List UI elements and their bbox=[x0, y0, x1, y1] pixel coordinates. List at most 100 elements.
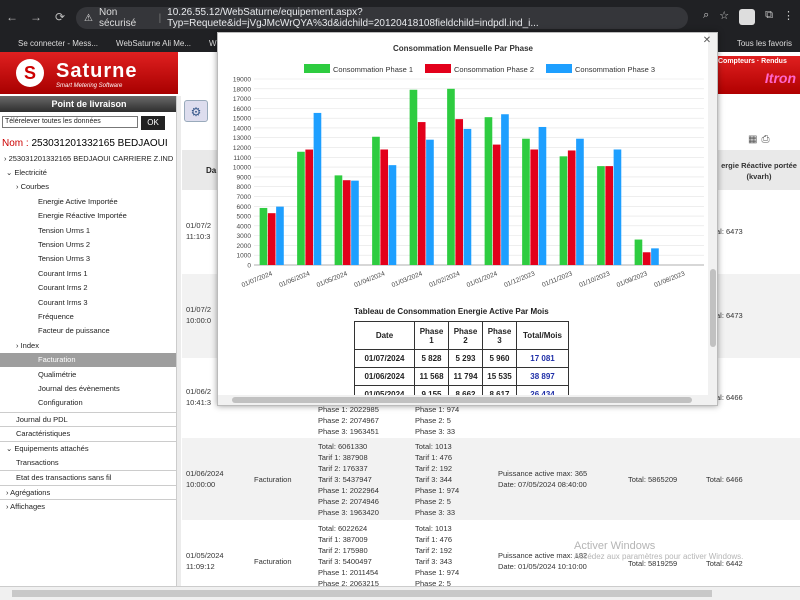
tree-item-tension-2[interactable]: Tension Urms 2 bbox=[38, 240, 91, 249]
th-phase1: Phase 1 bbox=[414, 321, 449, 350]
all-bookmarks[interactable]: Tous les favoris bbox=[736, 38, 792, 48]
col-date: Da bbox=[206, 166, 217, 175]
row-date: 01/05/2024 bbox=[186, 551, 224, 560]
tree-item-courant-3[interactable]: Courant Irms 3 bbox=[38, 298, 88, 307]
tree-item-facteur[interactable]: Facteur de puissance bbox=[38, 326, 110, 335]
tree-item-qualimetrie[interactable]: Qualimétrie bbox=[38, 370, 77, 379]
bar bbox=[372, 136, 380, 265]
row-total-active: Total: 5865209 bbox=[628, 475, 678, 484]
row-value: Phase 2: 2063215 bbox=[318, 579, 379, 586]
x-tick-label: 01/05/2024 bbox=[316, 270, 349, 289]
tree-item-electricite[interactable]: ⌄ Electricité bbox=[6, 168, 47, 177]
table-row: 01/06/2024 11 568 11 794 15 535 38 897 bbox=[354, 367, 569, 386]
scroll-thumb[interactable] bbox=[12, 590, 712, 597]
row-phase: Phase 1: 2022985 bbox=[318, 405, 379, 414]
row-phase: Phase 2: 5 bbox=[415, 416, 451, 425]
row-type: Facturation bbox=[254, 475, 292, 484]
row-phase: Phase 2: 2074967 bbox=[318, 416, 379, 425]
zoom-icon[interactable]: ⌕ bbox=[703, 9, 710, 21]
star-icon[interactable]: ☆ bbox=[719, 10, 730, 22]
forward-icon[interactable]: → bbox=[30, 10, 42, 24]
row-value: Tarif 3: 5400497 bbox=[318, 557, 372, 566]
row-value: Phase 1: 2022964 bbox=[318, 486, 379, 495]
back-icon[interactable]: ← bbox=[6, 10, 18, 24]
header-strip: Compteurs · Rendus Itron bbox=[716, 56, 800, 94]
tree-item-affichages[interactable]: › Affichages bbox=[0, 499, 178, 513]
row-value: Total: 6061330 bbox=[318, 442, 368, 451]
row-value: Phase 3: 1963420 bbox=[318, 508, 379, 517]
modal-vertical-scrollbar[interactable] bbox=[708, 33, 717, 405]
x-tick-label: 01/09/2023 bbox=[616, 270, 649, 289]
tree-item-caracteristiques[interactable]: Caractéristiques bbox=[0, 426, 178, 440]
y-tick-label: 0 bbox=[247, 263, 251, 270]
tree-item-facturation[interactable]: Facturation bbox=[0, 353, 178, 367]
row-type: Facturation bbox=[254, 557, 292, 566]
row-value: Tarif 1: 387009 bbox=[318, 535, 368, 544]
windows-watermark: Activer Windows Accédez aux paramètres p… bbox=[574, 540, 743, 561]
y-tick-label: 16000 bbox=[233, 106, 251, 113]
row-reactive: Total: 6473 bbox=[706, 227, 743, 236]
row-value: Tarif 3: 5437947 bbox=[318, 475, 372, 484]
tree-item-courant-2[interactable]: Courant Irms 2 bbox=[38, 283, 88, 292]
col-reactive: ergie Réactive portée (kvarh) bbox=[721, 161, 797, 181]
bookmark-item[interactable]: W bbox=[209, 38, 217, 48]
ok-button[interactable]: OK bbox=[141, 116, 165, 130]
tree-item-pdl[interactable]: › 253031201332165 BEDJAOUI CARRIERE Z.IN… bbox=[4, 154, 174, 163]
address-bar[interactable]: ⚠ Non sécurisé | 10.26.55.12/WebSaturne/… bbox=[76, 7, 688, 29]
bar bbox=[388, 165, 397, 265]
row-time: 11:10:3 bbox=[186, 232, 211, 241]
horizontal-scrollbar[interactable] bbox=[0, 586, 800, 600]
row-date: 01/07/2 bbox=[186, 305, 212, 314]
tree-item-courant-1[interactable]: Courant Irms 1 bbox=[38, 269, 88, 278]
chart-title: Consommation Mensuelle Par Phase bbox=[393, 44, 534, 53]
modal-horizontal-scrollbar[interactable] bbox=[218, 395, 708, 405]
tree-item-courbes[interactable]: › Courbes bbox=[16, 182, 49, 191]
reload-icon[interactable]: ⟳ bbox=[54, 10, 66, 24]
tree-item-tension-1[interactable]: Tension Urms 1 bbox=[38, 226, 91, 235]
bookmark-item[interactable]: Se connecter - Mess... bbox=[18, 38, 99, 48]
row-date: 01/07/2 bbox=[186, 221, 212, 230]
calculator-icon[interactable]: ▦ bbox=[748, 134, 758, 145]
table-row[interactable]: 01/05/2024 11:09:12 Facturation Total: 6… bbox=[182, 520, 800, 586]
y-tick-label: 6000 bbox=[237, 204, 252, 211]
y-tick-label: 9000 bbox=[237, 174, 252, 181]
action-select[interactable]: Télérelever toutes les données bbox=[2, 116, 138, 128]
legend-label: Consommation Phase 3 bbox=[575, 65, 655, 74]
tree-item-energie-reactive[interactable]: Energie Réactive Importée bbox=[38, 211, 127, 220]
browser-actions: ⌕ ☆ ⧉ ⋮ bbox=[703, 9, 794, 25]
tree-item-equipements[interactable]: ⌄ Equipements attachés bbox=[0, 441, 178, 455]
tree-item-agregations[interactable]: › Agrégations bbox=[0, 485, 178, 499]
print-icon[interactable]: ⎙ bbox=[761, 134, 770, 145]
cell-phase1: 11 568 bbox=[414, 367, 449, 386]
pdl-name: Nom : 253031201332165 BEDJAOUI bbox=[2, 138, 168, 149]
tree-item-energie-active[interactable]: Energie Active Importée bbox=[38, 197, 118, 206]
tree-item-journal-pdl[interactable]: Journal du PDL bbox=[0, 412, 178, 426]
meter-icon[interactable]: ⚙ bbox=[184, 100, 208, 122]
url-text: 10.26.55.12/WebSaturne/equipement.aspx?T… bbox=[167, 7, 539, 29]
tree-item-transactions-sans-fil[interactable]: Etat des transactions sans fil bbox=[0, 470, 178, 484]
row-value: Phase 3: 33 bbox=[415, 508, 456, 517]
panel-splitter[interactable] bbox=[176, 96, 181, 588]
modal-scroll-thumb[interactable] bbox=[710, 269, 716, 347]
tree-item-index[interactable]: › Index bbox=[16, 341, 39, 350]
y-tick-label: 2000 bbox=[237, 243, 252, 250]
menu-icon[interactable]: ⋮ bbox=[783, 10, 794, 22]
table-row[interactable]: 01/06/2024 10:00:00 Facturation Total: 6… bbox=[182, 438, 800, 520]
section-title: Point de livraison bbox=[0, 96, 178, 112]
tree-item-journal-evenements[interactable]: Journal des évènements bbox=[38, 384, 120, 393]
bar bbox=[276, 206, 284, 265]
close-icon[interactable]: ✕ bbox=[702, 35, 712, 46]
row-value: Tarif 1: 387908 bbox=[318, 453, 368, 462]
tree-item-frequence[interactable]: Fréquence bbox=[38, 312, 74, 321]
extension-icon[interactable] bbox=[739, 9, 756, 25]
legend-swatch bbox=[304, 64, 330, 73]
row-time: 10:00:00 bbox=[186, 480, 216, 489]
puzzle-icon[interactable]: ⧉ bbox=[765, 9, 773, 21]
modal-hscroll-thumb[interactable] bbox=[232, 397, 692, 403]
tree-item-transactions[interactable]: Transactions bbox=[16, 458, 59, 467]
bookmark-item[interactable]: WebSaturne Ali Me... bbox=[116, 38, 192, 48]
tree-item-configuration[interactable]: Configuration bbox=[38, 398, 83, 407]
tree-item-tension-3[interactable]: Tension Urms 3 bbox=[38, 254, 91, 263]
row-value: Phase 2: 5 bbox=[415, 497, 451, 506]
row-time: 10:00:0 bbox=[186, 316, 212, 325]
